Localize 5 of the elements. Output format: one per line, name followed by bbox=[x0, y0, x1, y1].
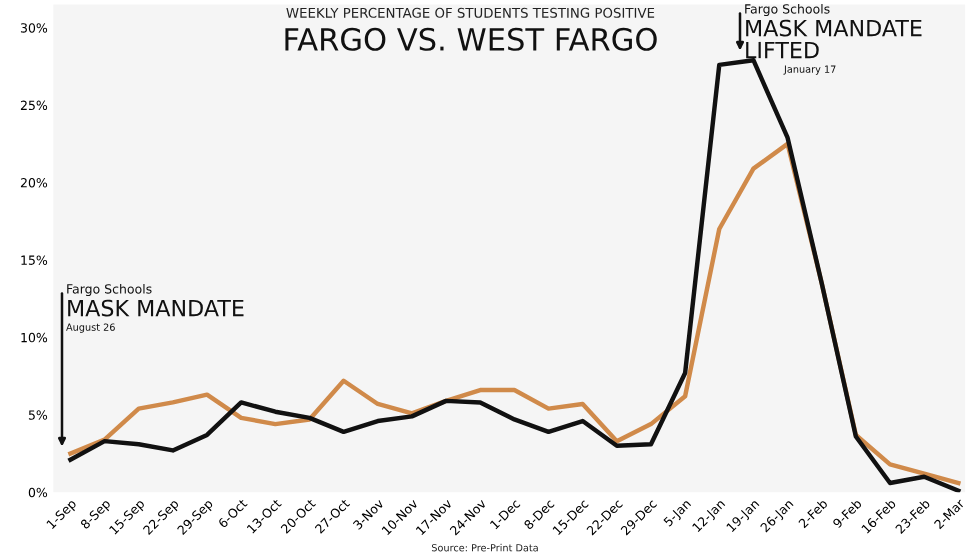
annotation: MASK MANDATE bbox=[68, 299, 244, 317]
line-series bbox=[68, 58, 961, 493]
annotation: MASK MANDATE LIFTED bbox=[746, 19, 922, 59]
text: FARGO VS. WEST FARGO bbox=[285, 27, 657, 51]
line-series bbox=[68, 141, 961, 486]
